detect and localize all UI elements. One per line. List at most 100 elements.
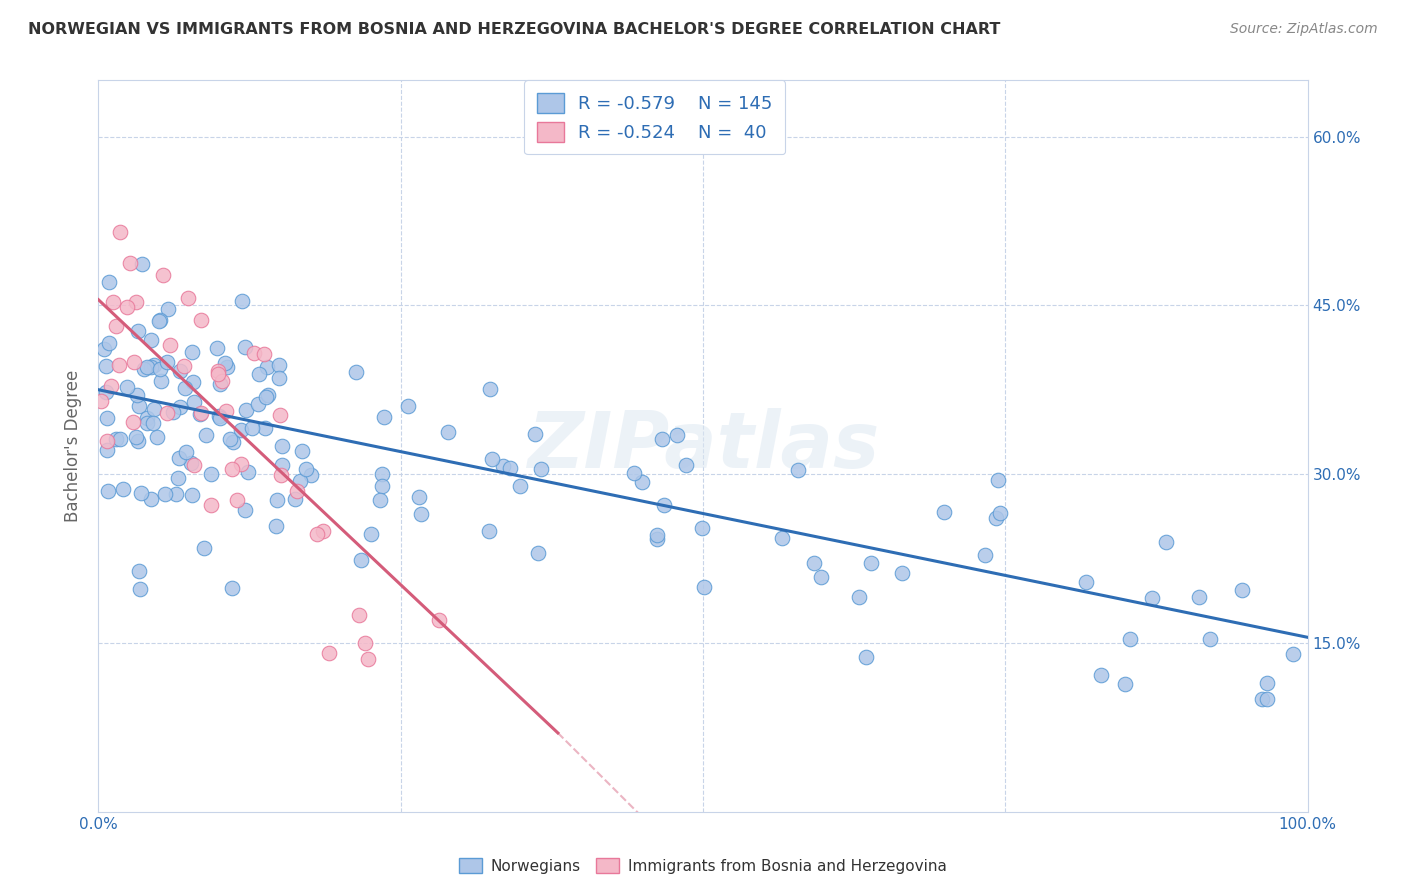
Point (96, 385, 118, 400)
Point (770, 532, 793, 546)
Point (1114, 676, 1136, 690)
Y-axis label: Bachelor's Degree: Bachelor's Degree (65, 370, 83, 522)
Point (269, 359, 291, 373)
Point (247, 397, 270, 411)
Point (221, 581, 243, 595)
Point (131, 256, 153, 270)
Point (129, 582, 152, 596)
Point (1256, 676, 1278, 690)
Point (188, 407, 211, 421)
Point (318, 646, 340, 660)
Point (645, 528, 668, 542)
Point (305, 526, 328, 541)
Point (360, 527, 382, 541)
Point (371, 467, 394, 481)
Point (139, 492, 162, 507)
Point (932, 505, 955, 519)
Point (122, 416, 145, 430)
Point (142, 416, 165, 430)
Point (1090, 667, 1112, 681)
Text: ZIPatlas: ZIPatlas (527, 408, 879, 484)
Point (427, 613, 450, 627)
Point (165, 487, 187, 501)
Point (269, 408, 291, 422)
Point (146, 430, 169, 444)
Point (631, 475, 654, 489)
Point (253, 347, 276, 361)
Point (396, 399, 419, 413)
Point (285, 483, 308, 498)
Point (233, 503, 256, 517)
Point (787, 463, 810, 477)
Point (143, 402, 166, 417)
Point (208, 409, 231, 423)
Point (127, 388, 149, 402)
Point (149, 374, 172, 388)
Point (974, 548, 997, 562)
Point (156, 301, 179, 316)
Point (111, 482, 134, 496)
Point (368, 493, 391, 508)
Point (115, 380, 138, 394)
Point (693, 580, 716, 594)
Point (270, 439, 292, 453)
Point (219, 433, 242, 447)
Point (257, 388, 280, 402)
Point (149, 362, 172, 376)
Point (524, 427, 547, 442)
Point (267, 371, 290, 385)
Point (98, 275, 121, 289)
Point (167, 450, 190, 465)
Point (859, 556, 882, 570)
Point (132, 361, 155, 376)
Point (288, 474, 311, 488)
Point (498, 461, 520, 475)
Point (207, 367, 229, 381)
Point (162, 405, 184, 419)
Text: NORWEGIAN VS IMMIGRANTS FROM BOSNIA AND HERZEGOVINA BACHELOR'S DEGREE CORRELATIO: NORWEGIAN VS IMMIGRANTS FROM BOSNIA AND … (28, 22, 1001, 37)
Legend: R = -0.579    N = 145, R = -0.524    N =  40: R = -0.579 N = 145, R = -0.524 N = 40 (524, 80, 785, 154)
Point (291, 443, 314, 458)
Point (173, 359, 195, 373)
Point (235, 403, 257, 417)
Point (149, 312, 172, 326)
Point (108, 225, 131, 239)
Point (231, 294, 253, 309)
Point (1250, 692, 1272, 706)
Point (136, 410, 159, 425)
Point (437, 425, 460, 439)
Point (124, 355, 146, 369)
Point (194, 428, 217, 442)
Point (270, 458, 292, 473)
Point (181, 345, 204, 359)
Point (215, 404, 238, 418)
Point (143, 358, 166, 372)
Point (408, 490, 430, 504)
Point (1154, 535, 1177, 549)
Point (207, 364, 229, 378)
Point (127, 434, 149, 449)
Point (96, 443, 118, 458)
Point (238, 465, 260, 479)
Point (100, 378, 122, 392)
Point (242, 421, 264, 435)
Point (1119, 632, 1142, 646)
Point (128, 399, 150, 413)
Point (115, 300, 138, 314)
Point (193, 541, 215, 556)
Point (242, 345, 264, 359)
Point (666, 428, 689, 442)
Point (247, 367, 270, 381)
Point (478, 524, 501, 538)
Point (294, 462, 316, 476)
Point (136, 416, 159, 430)
Point (344, 365, 367, 379)
Point (654, 498, 676, 512)
Point (1187, 590, 1209, 604)
Point (208, 410, 231, 425)
Point (152, 268, 174, 282)
Text: Source: ZipAtlas.com: Source: ZipAtlas.com (1230, 22, 1378, 37)
Point (205, 341, 228, 355)
Point (96, 359, 118, 374)
Point (125, 295, 148, 310)
